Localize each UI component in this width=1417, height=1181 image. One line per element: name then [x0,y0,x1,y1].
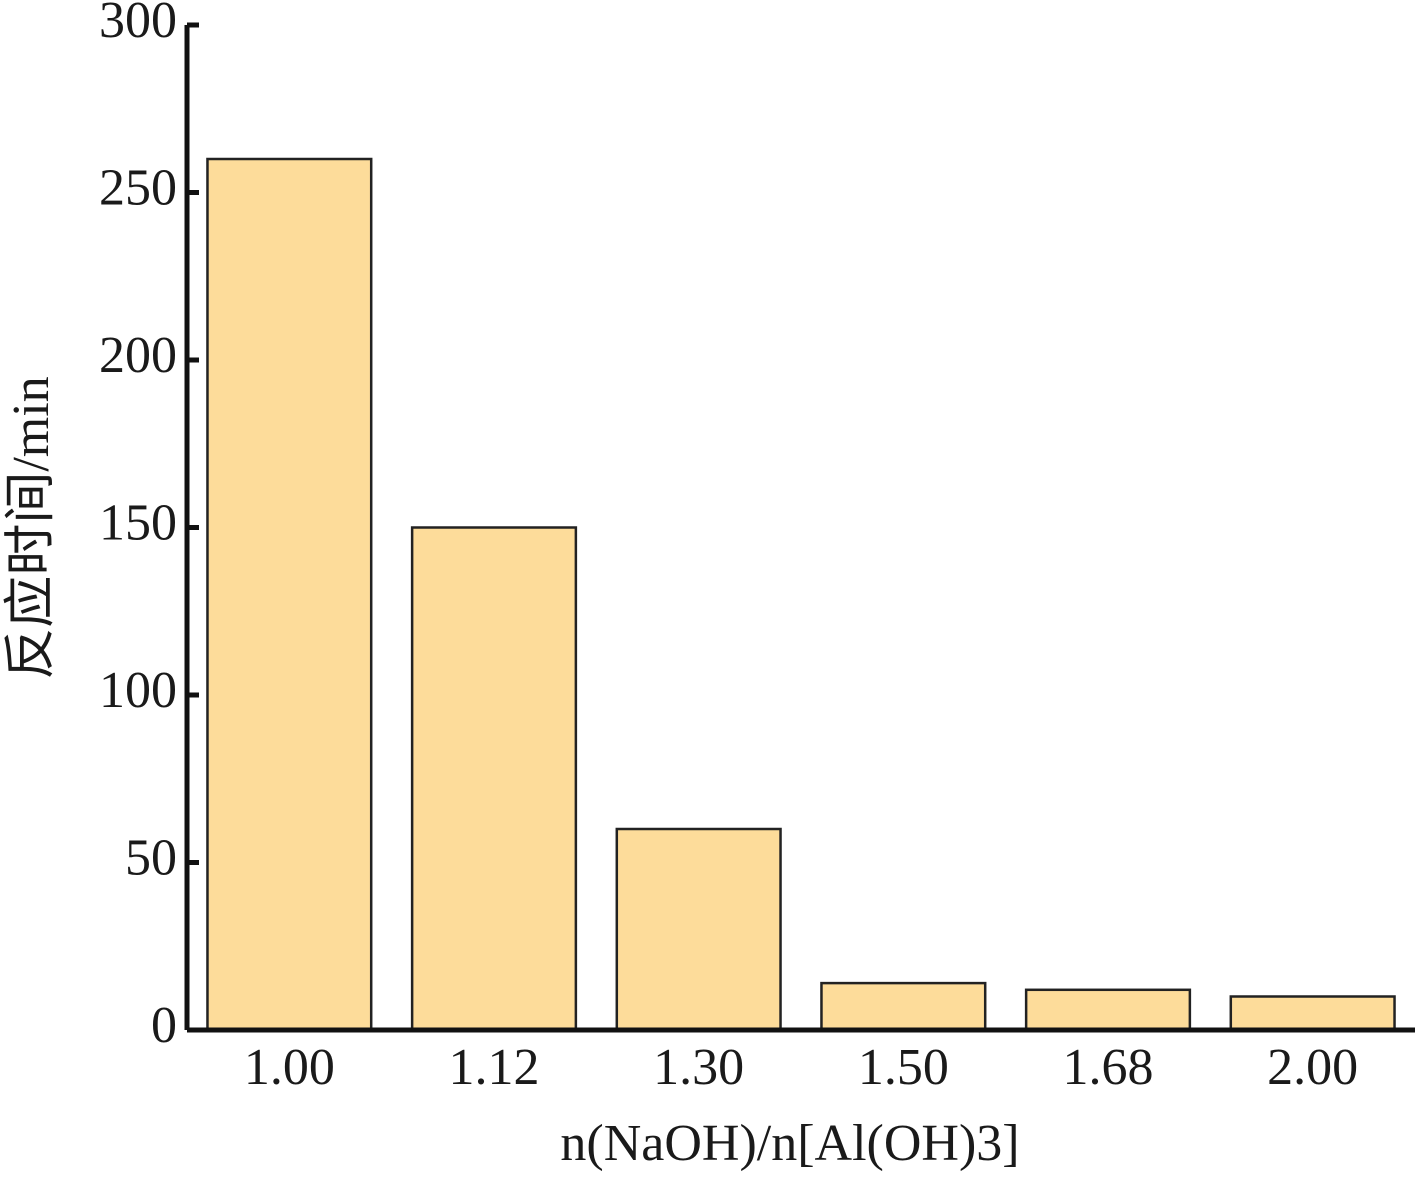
y-tick-label: 250 [99,159,177,216]
bar [410,526,578,1032]
y-tick-label: 0 [151,997,177,1054]
bar [820,981,987,1032]
x-tick-label: 1.30 [653,1039,744,1096]
bar [1024,988,1192,1032]
y-tick-label: 50 [125,829,177,886]
bar [206,157,373,1032]
x-tick-label: 1.68 [1063,1039,1154,1096]
y-tick-label: 300 [99,0,177,49]
x-tick-label: 1.50 [858,1039,949,1096]
y-tick-label: 200 [99,327,177,384]
x-tick-label: 1.00 [244,1039,335,1096]
y-axis-label: 反应时间/min [3,376,60,679]
x-tick-label: 2.00 [1267,1039,1358,1096]
x-tick-label: 1.12 [449,1039,540,1096]
y-tick-label: 150 [99,494,177,551]
bar [1229,995,1396,1032]
y-tick-label: 100 [99,662,177,719]
bar [615,827,782,1032]
x-axis-label: n(NaOH)/n[Al(OH)3] [560,1115,1019,1172]
